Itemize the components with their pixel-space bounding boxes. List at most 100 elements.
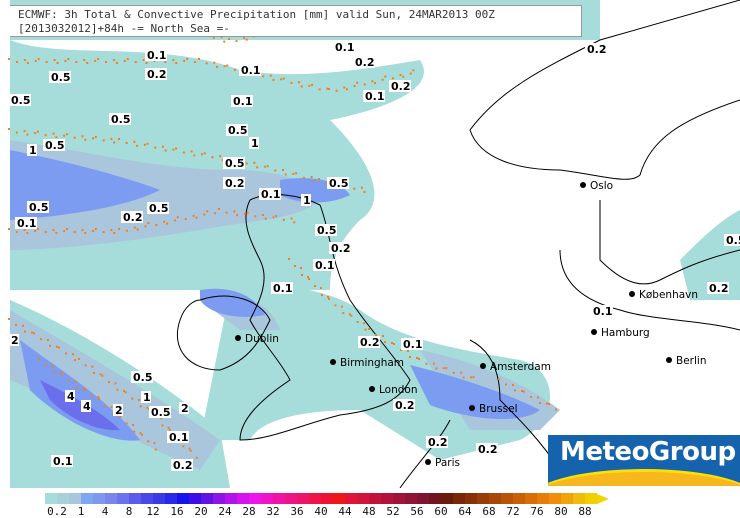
- contour-dot: [175, 147, 178, 150]
- contour-dot: [412, 69, 415, 72]
- legend-swatch: [417, 493, 429, 504]
- contour-dot: [343, 86, 346, 89]
- contour-label: 0.2: [331, 242, 351, 255]
- contour-dot: [220, 36, 223, 39]
- contour-dot: [143, 143, 146, 146]
- contour-dot: [243, 36, 246, 39]
- contour-dot: [198, 58, 200, 60]
- contour-label: 0.1: [241, 64, 261, 77]
- contour-dot: [300, 85, 303, 88]
- contour-label-bg: [109, 113, 131, 125]
- contour-dot: [256, 166, 259, 169]
- contour-dot: [94, 135, 97, 138]
- contour-dot: [144, 225, 147, 228]
- legend-swatch: [537, 493, 549, 504]
- header-title: ECMWF: 3h Total & Convective Precipitati…: [18, 8, 495, 21]
- city-label: Oslo: [590, 180, 613, 192]
- contour-dot: [114, 382, 117, 385]
- contour-dot: [284, 173, 287, 176]
- contour-dot: [98, 398, 100, 400]
- contour-label-bg: [171, 459, 193, 471]
- contour-dot: [272, 216, 275, 219]
- contour-dot: [176, 216, 179, 219]
- color-legend: [45, 493, 609, 504]
- contour-dot: [84, 388, 87, 391]
- contour-dot: [183, 60, 186, 62]
- contour-dot: [514, 389, 516, 392]
- contour-dot: [470, 376, 473, 379]
- contour-dot: [23, 59, 26, 61]
- legend-swatch: [93, 493, 105, 504]
- legend-swatch: [69, 493, 81, 504]
- contour-dot: [84, 138, 87, 141]
- contour-dot: [67, 379, 70, 382]
- city-marker: [666, 357, 672, 363]
- coastlines: [176, 0, 740, 488]
- contour-label: 0.5: [51, 71, 71, 84]
- contour-dot: [92, 230, 95, 232]
- contour-label: 0.1: [17, 217, 37, 230]
- contour-dot: [203, 213, 206, 216]
- contour-label: 0.1: [147, 49, 167, 62]
- contour-dot: [8, 58, 10, 60]
- contour-label: 0.2: [428, 436, 448, 449]
- legend-swatch: [477, 493, 489, 504]
- contour-label-bg: [49, 71, 71, 83]
- legend-tick: 4: [101, 505, 109, 518]
- contour-dot: [8, 318, 10, 320]
- contour-dot: [105, 61, 107, 63]
- contour-dot: [246, 211, 249, 214]
- contour-label-bg: [43, 139, 65, 151]
- contour-dot: [22, 324, 24, 327]
- legend-swatch: [201, 493, 213, 504]
- contour-dot: [326, 87, 329, 90]
- contour-dot: [56, 345, 58, 348]
- contour-label: 0.2: [587, 43, 607, 56]
- contour-dot: [110, 137, 113, 140]
- contour-label-bg: [585, 43, 607, 55]
- contour-dot: [63, 230, 66, 232]
- contour-dot: [328, 298, 330, 300]
- contour-label: 0.1: [169, 431, 189, 444]
- contour-dot: [55, 232, 58, 234]
- contour-dot: [86, 62, 89, 64]
- contour-dot: [81, 135, 84, 138]
- contour-dot: [368, 328, 370, 330]
- contour-label: 0.2: [355, 56, 375, 69]
- contour-dot: [26, 232, 29, 234]
- contour-dot: [189, 449, 192, 452]
- contour-label-bg: [15, 217, 37, 229]
- contour-dot: [131, 397, 134, 400]
- legend-tick: 40: [314, 505, 328, 518]
- contour-label-bg: [358, 336, 380, 348]
- contour-dot: [84, 232, 87, 234]
- contour-dot: [211, 156, 214, 159]
- contour-dot: [253, 161, 256, 164]
- city-marker: [469, 405, 475, 411]
- contour-dot: [391, 342, 393, 344]
- contour-label-bg: [353, 56, 375, 68]
- contour-dot: [56, 62, 59, 64]
- contour-dot: [293, 221, 296, 224]
- contour-label-bg: [249, 137, 259, 149]
- contour-dot: [116, 388, 119, 391]
- contour-dot: [311, 84, 314, 87]
- contour-dot: [425, 362, 428, 365]
- legend-swatch: [105, 493, 117, 504]
- contour-dot: [97, 58, 100, 60]
- contour-dot: [435, 367, 438, 370]
- contour-dot: [40, 338, 42, 341]
- contour-dot: [63, 134, 66, 137]
- contour-dot: [539, 402, 541, 404]
- legend-swatch: [441, 493, 453, 504]
- contour-dot: [110, 229, 113, 231]
- contour-label: 0.1: [593, 305, 613, 318]
- contour-dot: [160, 417, 163, 420]
- contour-dot: [356, 321, 359, 323]
- contour-dot: [97, 395, 100, 398]
- city-marker: [330, 359, 336, 365]
- legend-swatch: [333, 493, 345, 504]
- legend-tick: 28: [242, 505, 256, 518]
- legend-tick: 0.2: [47, 505, 67, 518]
- legend-swatch: [573, 493, 585, 504]
